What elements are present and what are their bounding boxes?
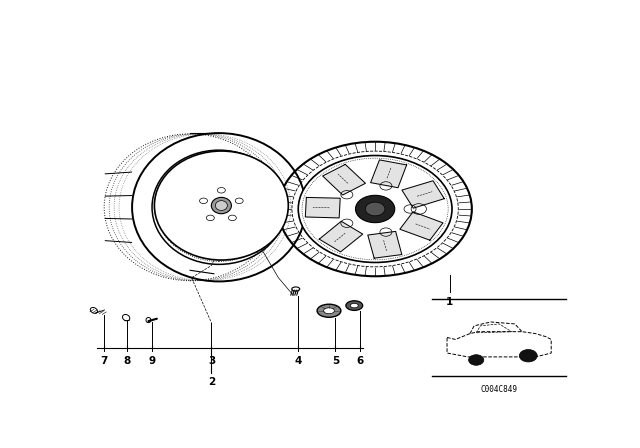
- Ellipse shape: [317, 304, 341, 317]
- Text: 5: 5: [332, 356, 339, 366]
- Circle shape: [355, 195, 395, 223]
- Circle shape: [519, 349, 537, 362]
- Polygon shape: [305, 198, 340, 218]
- Text: 9: 9: [148, 356, 156, 366]
- Polygon shape: [221, 199, 225, 204]
- Ellipse shape: [211, 198, 232, 214]
- Polygon shape: [371, 160, 406, 188]
- Polygon shape: [319, 221, 363, 252]
- Ellipse shape: [324, 308, 335, 314]
- Text: 2: 2: [208, 377, 215, 388]
- Circle shape: [365, 202, 385, 216]
- Polygon shape: [368, 232, 402, 258]
- Polygon shape: [400, 212, 443, 240]
- Polygon shape: [214, 200, 221, 205]
- Polygon shape: [323, 164, 365, 195]
- Circle shape: [298, 155, 452, 263]
- Text: 8: 8: [124, 356, 131, 366]
- Text: C004C849: C004C849: [481, 385, 518, 394]
- Ellipse shape: [346, 301, 363, 310]
- Polygon shape: [223, 201, 229, 205]
- Ellipse shape: [350, 303, 358, 308]
- Text: 4: 4: [294, 356, 302, 366]
- Ellipse shape: [154, 151, 289, 260]
- Polygon shape: [223, 206, 230, 210]
- Circle shape: [468, 355, 484, 365]
- Ellipse shape: [215, 201, 227, 211]
- Text: 1: 1: [446, 297, 453, 307]
- Text: 6: 6: [356, 356, 364, 366]
- Polygon shape: [213, 204, 220, 207]
- Polygon shape: [215, 207, 221, 212]
- Text: 7: 7: [100, 356, 108, 366]
- Polygon shape: [221, 207, 225, 212]
- Polygon shape: [402, 181, 444, 208]
- Text: 3: 3: [208, 356, 215, 366]
